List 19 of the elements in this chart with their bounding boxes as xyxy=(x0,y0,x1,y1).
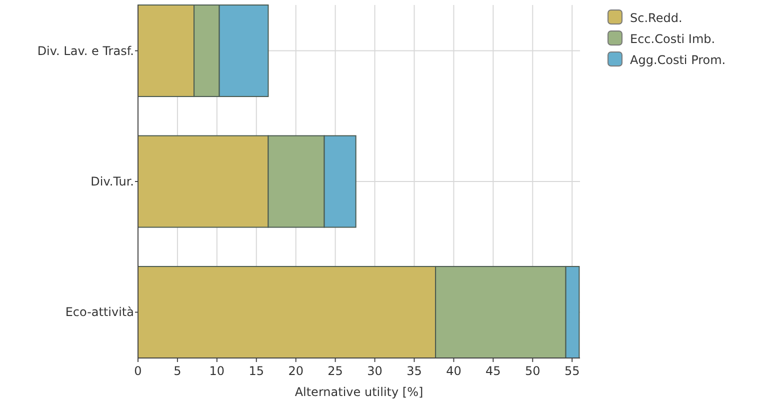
legend-label: Agg.Costi Prom. xyxy=(630,53,726,67)
x-axis-title: Alternative utility [%] xyxy=(294,385,424,399)
y-tick-label: Eco-attività xyxy=(65,305,134,320)
x-tick-label: 35 xyxy=(406,364,422,378)
x-tick-label: 15 xyxy=(248,364,264,378)
legend-label: Ecc.Costi Imb. xyxy=(630,32,716,46)
y-tick-label: Div. Lav. e Trasf. xyxy=(37,44,134,58)
x-tick-label: 20 xyxy=(288,364,304,378)
legend-label: Sc.Redd. xyxy=(630,11,682,25)
x-tick-label: 45 xyxy=(486,364,501,378)
y-tick-label: Div.Tur. xyxy=(90,174,134,188)
x-tick-label: 10 xyxy=(209,364,225,378)
x-tick-label: 40 xyxy=(446,364,462,378)
x-tick-label: 25 xyxy=(328,364,343,378)
x-tick-label: 55 xyxy=(564,364,580,378)
x-tick-label: 5 xyxy=(174,364,182,378)
x-tick-label: 50 xyxy=(525,364,540,378)
x-tick-label: 0 xyxy=(134,364,142,378)
x-tick-label: 30 xyxy=(367,364,382,378)
